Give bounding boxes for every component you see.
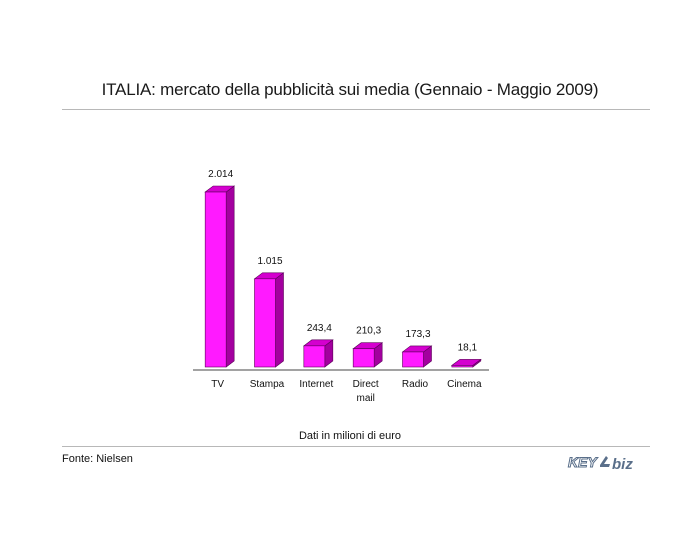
tick-label-4: Radio <box>402 379 429 390</box>
data-label-5: 18,1 <box>458 342 478 353</box>
tick-label-3-1: mail <box>356 393 374 404</box>
logo-four-mark <box>600 456 610 467</box>
bar-2 <box>303 345 326 368</box>
data-label-2: 243,4 <box>307 323 332 334</box>
bar-1 <box>254 278 276 368</box>
bar-side-0 <box>225 185 235 368</box>
bar-4 <box>402 351 424 368</box>
key4biz-logo: KEY biz <box>568 454 634 474</box>
bar-side-1 <box>275 272 284 368</box>
logo-biz-text: biz <box>612 456 633 473</box>
tick-label-2: Internet <box>299 379 333 390</box>
bar-5 <box>451 365 474 368</box>
logo-key-text: KEY <box>568 454 598 470</box>
footer-divider <box>62 446 650 447</box>
chart-title: ITALIA: mercato della pubblicità sui med… <box>101 80 599 99</box>
title-divider <box>62 109 650 110</box>
bar-0 <box>204 191 227 368</box>
bar-chart: 2.014 TV 1.015 Stampa 243,4 Internet 210,3 Dire… <box>193 169 489 404</box>
data-label-1: 1.015 <box>257 256 282 267</box>
tick-label-0: TV <box>211 379 224 390</box>
bar-3 <box>352 348 375 368</box>
tick-label-5: Cinema <box>447 379 482 390</box>
data-label-0: 2.014 <box>208 169 233 180</box>
data-label-3: 210,3 <box>356 326 381 337</box>
source-label: Fonte: Nielsen <box>62 453 133 465</box>
tick-label-3-0: Direct <box>353 379 379 390</box>
tick-label-1: Stampa <box>250 379 285 390</box>
data-label-4: 173,3 <box>405 329 430 340</box>
units-note: Dati in milioni di euro <box>298 430 402 442</box>
